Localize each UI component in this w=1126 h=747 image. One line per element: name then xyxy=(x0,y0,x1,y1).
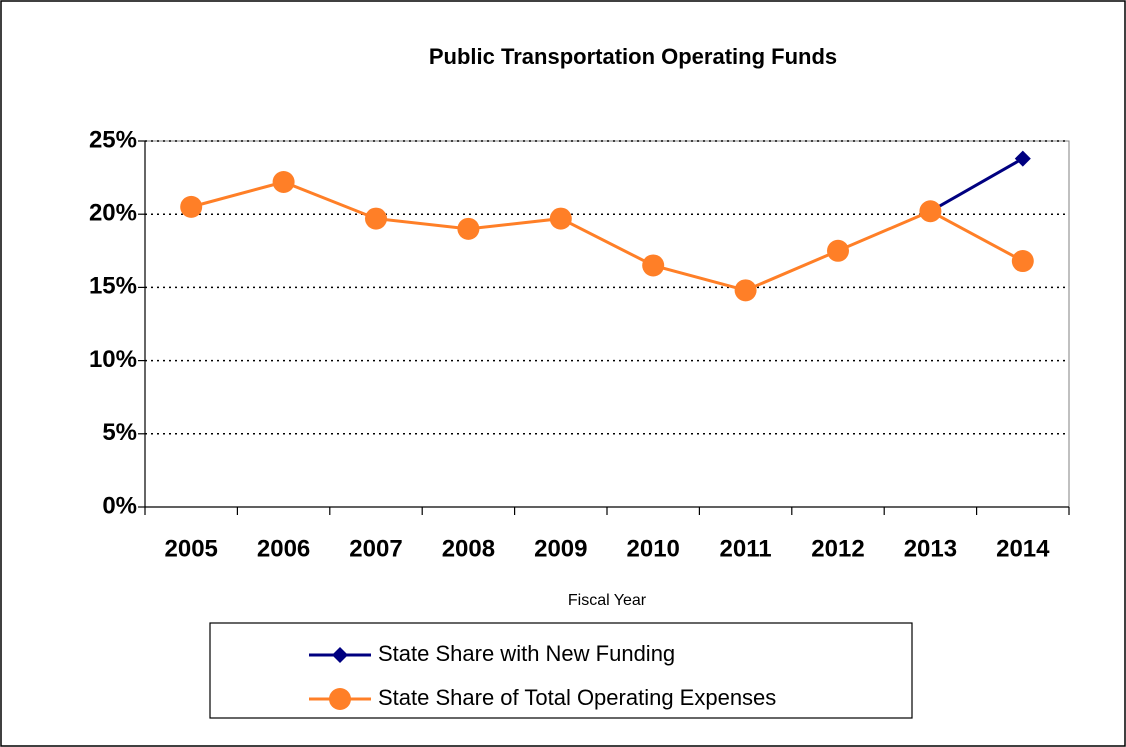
x-axis-label: Fiscal Year xyxy=(568,592,647,609)
x-tick-label: 2005 xyxy=(165,535,218,562)
data-point xyxy=(1011,250,1034,273)
series-line xyxy=(929,157,1024,213)
data-point xyxy=(734,279,757,302)
legend-label: State Share of Total Operating Expenses xyxy=(378,685,776,710)
legend-box xyxy=(209,622,913,719)
y-tick-label: 0% xyxy=(102,492,137,519)
x-tick-label: 2012 xyxy=(811,535,864,562)
data-point xyxy=(365,207,387,230)
x-tick-label: 2006 xyxy=(257,535,310,562)
legend-label: State Share with New Funding xyxy=(378,641,675,666)
series-line xyxy=(190,180,1024,292)
y-tick-label: 20% xyxy=(89,200,137,227)
data-point xyxy=(549,207,572,230)
x-tick-label: 2010 xyxy=(627,535,680,562)
x-tick-label: 2013 xyxy=(904,535,957,562)
y-tick-label: 5% xyxy=(102,419,137,446)
data-point xyxy=(272,170,295,193)
y-tick-label: 25% xyxy=(89,126,137,153)
x-tick-label: 2007 xyxy=(349,535,402,562)
data-point xyxy=(827,239,849,262)
x-tick-label: 2014 xyxy=(996,535,1050,562)
chart-title: Public Transportation Operating Funds xyxy=(429,44,837,69)
data-point xyxy=(1014,150,1031,167)
data-point xyxy=(180,195,203,218)
data-point xyxy=(919,200,942,223)
x-tick-label: 2011 xyxy=(720,535,772,562)
data-point xyxy=(457,217,480,240)
legend-marker xyxy=(332,647,348,663)
y-tick-label: 15% xyxy=(89,273,137,300)
data-point xyxy=(642,254,665,277)
x-tick-label: 2008 xyxy=(442,535,495,562)
x-tick-label: 2009 xyxy=(534,535,587,562)
y-tick-label: 10% xyxy=(89,346,137,373)
legend-marker xyxy=(329,688,351,710)
